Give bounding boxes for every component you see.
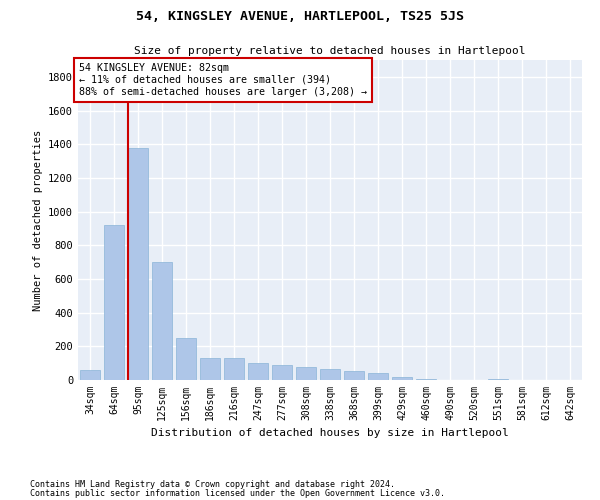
Title: Size of property relative to detached houses in Hartlepool: Size of property relative to detached ho… xyxy=(134,46,526,56)
Bar xyxy=(248,363,268,380)
Bar xyxy=(296,368,316,380)
Text: 54, KINGSLEY AVENUE, HARTLEPOOL, TS25 5JS: 54, KINGSLEY AVENUE, HARTLEPOOL, TS25 5J… xyxy=(136,10,464,23)
Text: Contains public sector information licensed under the Open Government Licence v3: Contains public sector information licen… xyxy=(30,488,445,498)
Bar xyxy=(344,370,364,380)
Bar xyxy=(152,262,172,380)
Bar xyxy=(176,338,196,380)
Y-axis label: Number of detached properties: Number of detached properties xyxy=(32,130,43,310)
Bar xyxy=(320,369,340,380)
Bar xyxy=(200,358,220,380)
Bar xyxy=(272,365,292,380)
Bar xyxy=(392,376,412,380)
X-axis label: Distribution of detached houses by size in Hartlepool: Distribution of detached houses by size … xyxy=(151,428,509,438)
Bar xyxy=(104,225,124,380)
Bar xyxy=(128,148,148,380)
Bar xyxy=(80,370,100,380)
Bar xyxy=(488,379,508,380)
Bar xyxy=(416,379,436,380)
Bar xyxy=(224,358,244,380)
Text: Contains HM Land Registry data © Crown copyright and database right 2024.: Contains HM Land Registry data © Crown c… xyxy=(30,480,395,489)
Text: 54 KINGSLEY AVENUE: 82sqm
← 11% of detached houses are smaller (394)
88% of semi: 54 KINGSLEY AVENUE: 82sqm ← 11% of detac… xyxy=(79,64,367,96)
Bar xyxy=(368,374,388,380)
